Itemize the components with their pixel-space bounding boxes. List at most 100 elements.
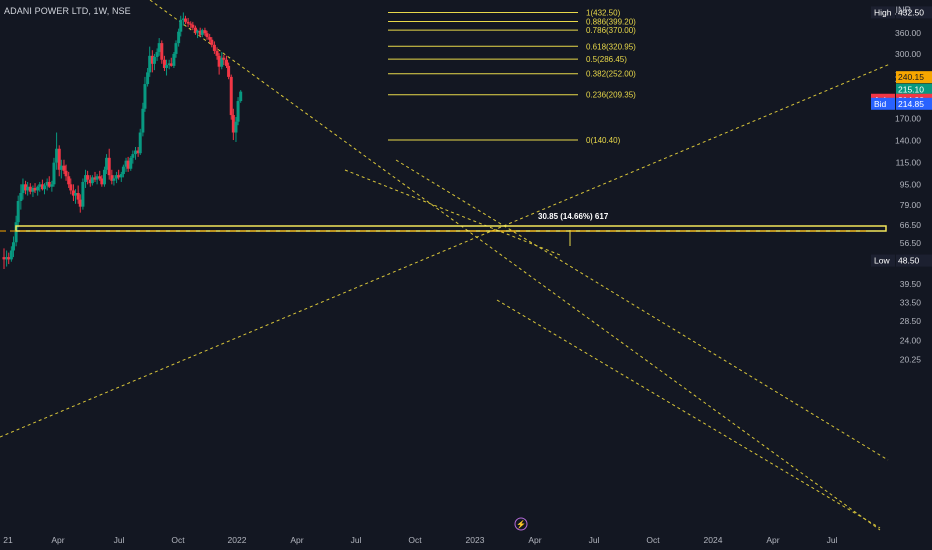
x-tick-label: Jul <box>351 535 362 545</box>
x-tick-label: Apr <box>51 535 64 545</box>
candle-body <box>78 199 82 207</box>
candle-body <box>152 56 156 64</box>
candle-body <box>19 192 23 202</box>
trend-line <box>0 63 891 438</box>
fib-level-label: 0.886(399.20) <box>586 18 636 27</box>
price-value: 215.10 <box>898 85 924 95</box>
candle-body <box>76 192 80 200</box>
candle-body <box>134 150 137 155</box>
price-value: 240.15 <box>898 72 924 82</box>
x-tick-label: 2024 <box>704 535 723 545</box>
candle-body <box>38 184 42 187</box>
x-tick-label: Apr <box>290 535 303 545</box>
price-tag-name: High <box>874 7 892 17</box>
y-tick-label: 66.50 <box>900 220 922 230</box>
candle-body <box>186 21 190 24</box>
price-tag-box <box>871 97 895 110</box>
candle-body <box>119 174 123 178</box>
candle-body <box>21 184 25 193</box>
candle-body <box>9 250 13 260</box>
candle-body <box>112 178 116 181</box>
candle-body <box>148 55 152 73</box>
candle-body <box>205 33 209 38</box>
y-tick-label: 140.00 <box>895 135 921 145</box>
fib-level-label: 1(432.50) <box>586 8 621 17</box>
candle-body <box>95 176 99 180</box>
price-tag-name: Bid <box>874 99 887 109</box>
candle-body <box>11 242 15 251</box>
candle-body <box>146 72 150 85</box>
price-value-box <box>896 71 932 84</box>
candle-body <box>55 148 59 163</box>
x-tick-label: Apr <box>528 535 541 545</box>
candle-body <box>105 157 109 170</box>
candle-body <box>208 37 212 40</box>
fib-level-label: 0.618(320.95) <box>586 42 636 51</box>
candle-body <box>57 148 61 170</box>
price-axis[interactable]: 1300.001100.00900.00740.00620.00520.0043… <box>871 0 932 365</box>
candle-body <box>69 184 73 191</box>
price-value-box <box>896 97 932 110</box>
candle-body <box>212 44 216 51</box>
candle-body <box>5 257 9 260</box>
candle-body <box>234 121 238 133</box>
candle-body <box>236 101 240 122</box>
candle-body <box>155 52 159 57</box>
candle-body <box>217 55 221 67</box>
candle-body <box>62 165 66 171</box>
candle-body <box>124 160 128 167</box>
candle-body <box>14 222 18 243</box>
y-tick-label: 28.50 <box>900 316 922 326</box>
fib-retracement[interactable]: 1.618(613.00)1.272(511.95)1(432.50)0.886… <box>388 0 636 145</box>
y-tick-label: 33.50 <box>900 298 922 308</box>
candle-body <box>26 186 30 191</box>
resistance-zone <box>15 225 887 232</box>
candle-body <box>24 184 28 191</box>
fib-level-label: 0.5(286.45) <box>586 55 627 64</box>
candle-body <box>222 57 226 60</box>
candle-body <box>229 76 233 116</box>
candle-body <box>215 50 219 56</box>
candle-body <box>16 201 20 223</box>
candle-body <box>100 178 104 185</box>
candles <box>2 12 243 270</box>
x-tick-label: Oct <box>408 535 422 545</box>
candle-body <box>220 57 224 67</box>
candle-body <box>110 175 114 181</box>
candle-body <box>84 175 88 182</box>
candle-body <box>227 65 231 77</box>
y-tick-label: 170.00 <box>895 113 921 123</box>
candle-body <box>121 166 125 175</box>
x-tick-label: Jul <box>827 535 838 545</box>
x-tick-label: Oct <box>646 535 660 545</box>
candle-body <box>52 162 56 185</box>
candle-body <box>183 18 187 22</box>
y-tick-label: 300.00 <box>895 49 921 59</box>
candle-body <box>231 115 235 133</box>
candle-body <box>167 63 171 66</box>
candle-body <box>7 257 11 260</box>
candle-body <box>157 43 161 53</box>
candle-body <box>138 132 142 154</box>
time-axis[interactable]: 21 Apr Jul Oct 2022 Apr Jul Oct 2023 Apr Jul Oct 202… <box>3 535 837 545</box>
candle-body <box>224 59 228 66</box>
y-tick-label: 95.00 <box>900 179 922 189</box>
price-value: 214.85 <box>898 99 924 109</box>
candle-body <box>189 23 193 25</box>
y-tick-label: 20.25 <box>900 355 922 365</box>
candle-body <box>181 18 185 20</box>
y-tick-label: 56.50 <box>900 238 922 248</box>
candle-body <box>179 19 183 32</box>
candle-body <box>64 170 68 177</box>
candle-body <box>129 157 133 169</box>
candle-body <box>50 184 54 187</box>
candle-body <box>131 154 135 158</box>
candle-body <box>177 31 181 44</box>
fib-level-label: 0.382(252.00) <box>586 70 636 79</box>
candle-body <box>143 84 147 109</box>
lightning-icon: ⚡ <box>516 519 526 529</box>
trend-line <box>395 159 889 461</box>
trend-line <box>496 299 881 529</box>
price-tag-box <box>871 6 895 19</box>
